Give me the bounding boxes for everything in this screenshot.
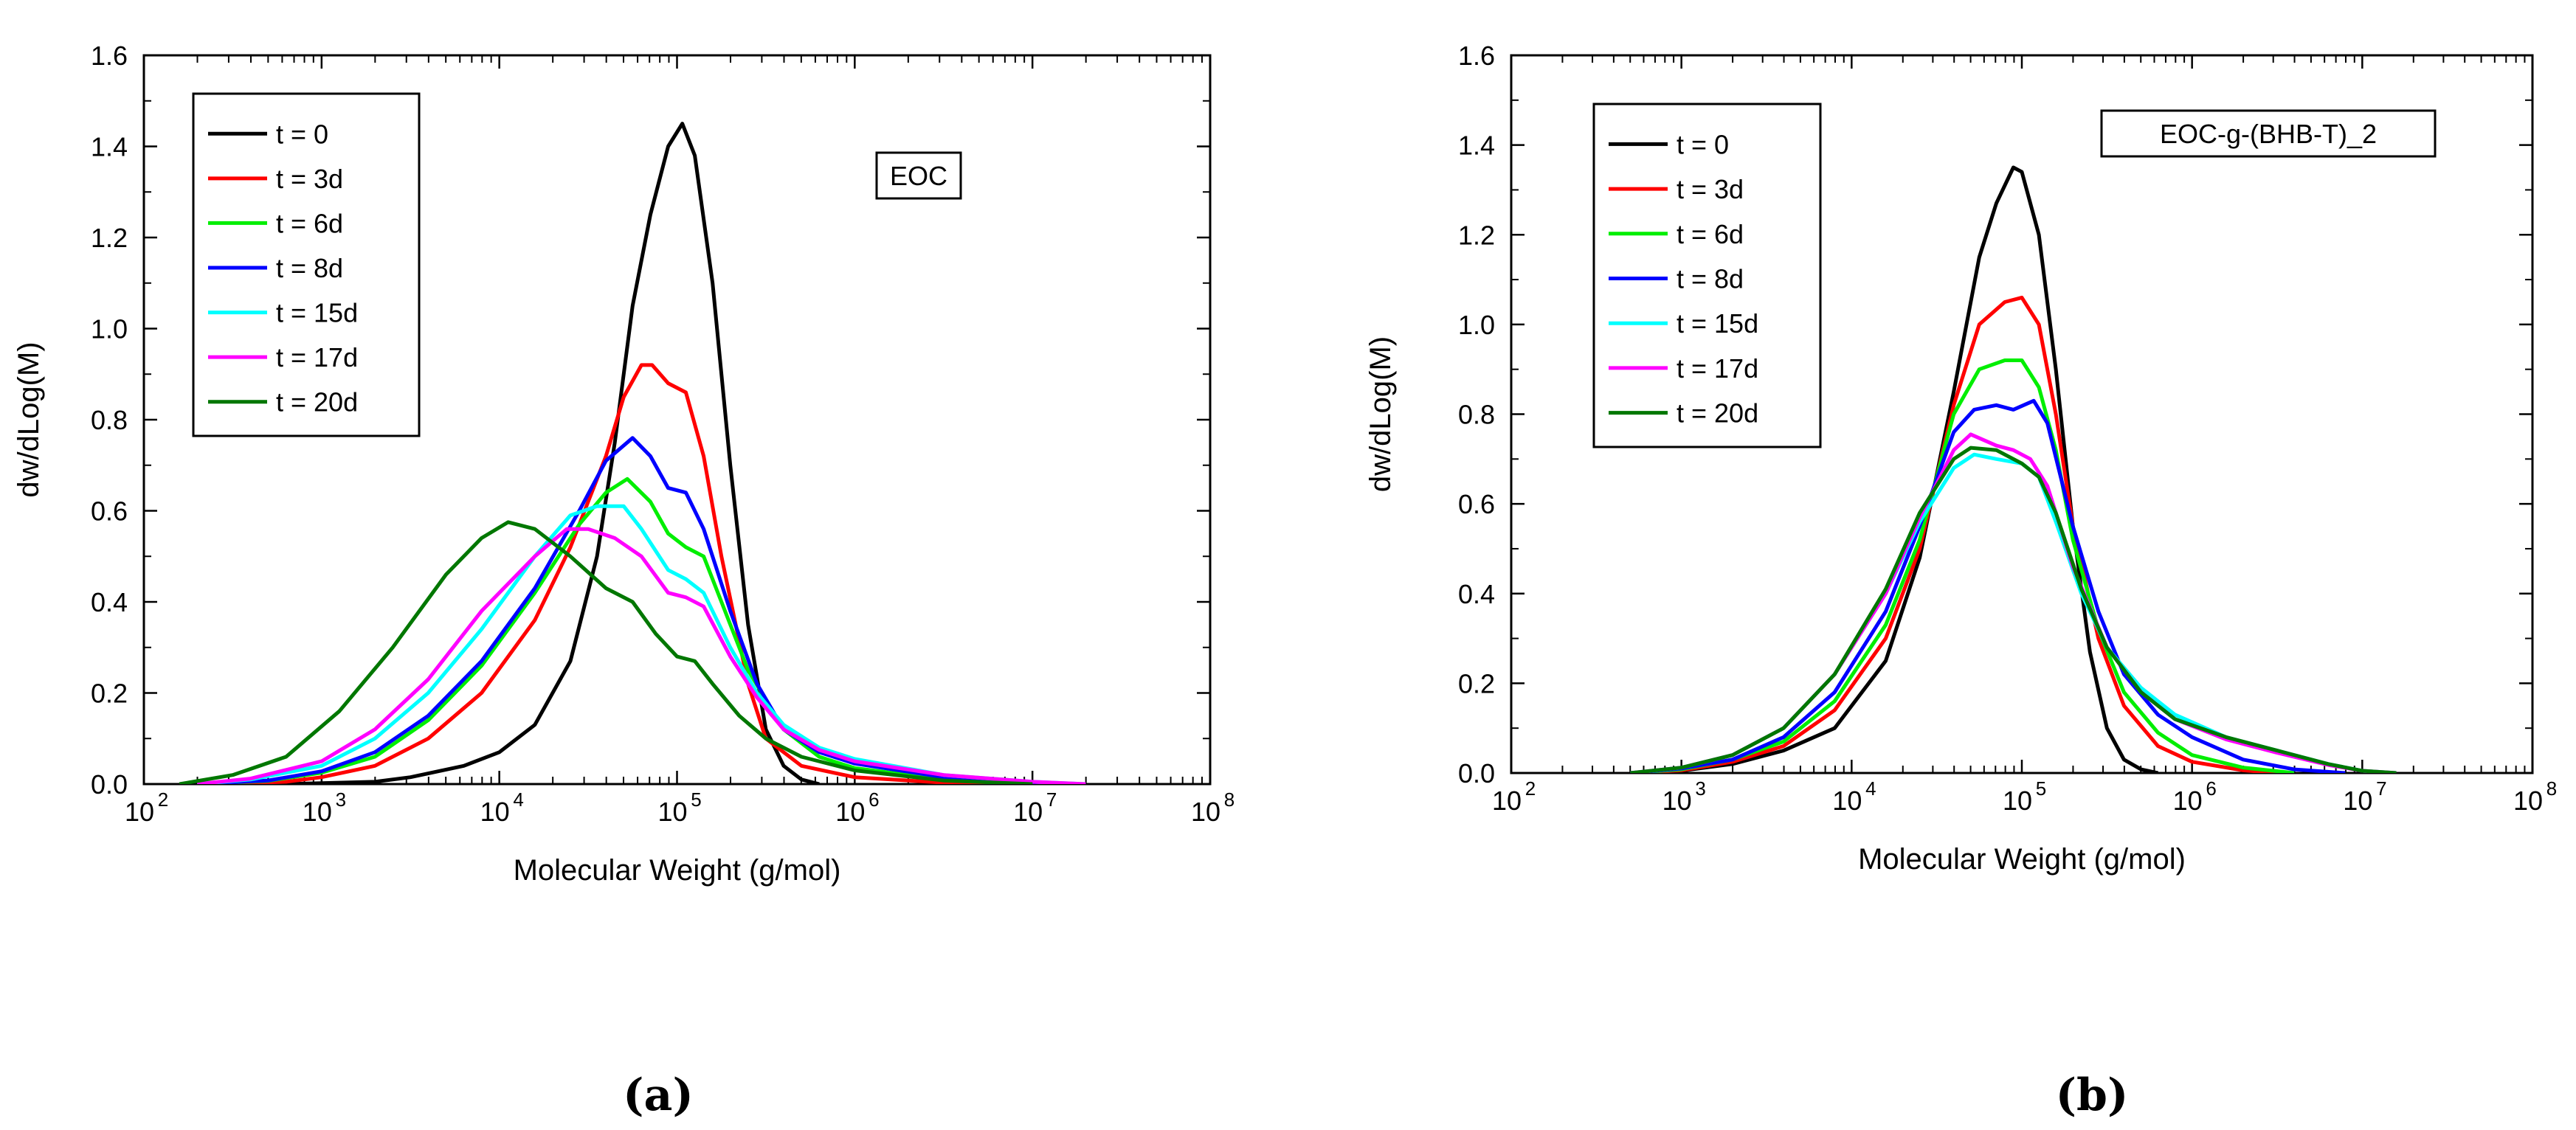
series-line [1630, 452, 2397, 773]
x-tick-exponent: 4 [1865, 777, 1876, 800]
x-tick-exponent: 8 [2546, 777, 2557, 800]
chart-panel-a: 10 2 10 3 10 4 10 5 10 6 10 7 10 80.00.20.40.60.81.01… [13, 41, 1235, 1121]
x-axis-title: Molecular Weight (g/mol) [514, 854, 841, 887]
annotation-label: EOC-g-(BHB-T)_2 [2160, 119, 2377, 149]
legend-entry: t = 0 [1677, 129, 1729, 159]
legend-entry: t = 6d [1677, 219, 1744, 249]
annotation-label: EOC [890, 161, 947, 191]
annotation-box [875, 151, 962, 200]
x-tick-exponent: 7 [2376, 777, 2386, 800]
x-tick-exponent: 2 [158, 788, 168, 811]
series-line [1647, 165, 2159, 773]
y-tick-label: 0.6 [91, 496, 128, 527]
y-tick-label: 0.8 [1458, 400, 1495, 430]
series-line [1630, 295, 2278, 773]
panel-label: (b) [2056, 1070, 2129, 1121]
y-tick-label: 1.4 [91, 132, 128, 162]
legend-entry: t = 20d [276, 387, 358, 417]
legend-entry: t = 17d [1677, 353, 1758, 384]
y-tick-label: 0.6 [1458, 489, 1495, 519]
x-tick-exponent: 8 [1224, 788, 1235, 811]
series-line [1630, 432, 2397, 773]
x-tick-label: 10 [657, 797, 687, 827]
series-line [1630, 398, 2346, 773]
x-tick-exponent: 7 [1046, 788, 1057, 811]
legend-entry: t = 20d [1677, 398, 1758, 429]
y-tick-label: 0.2 [1458, 668, 1495, 699]
legend-entry: t = 17d [276, 342, 358, 372]
y-tick-label: 0.0 [91, 769, 128, 800]
series-line [197, 436, 1068, 784]
x-tick-exponent: 6 [2206, 777, 2216, 800]
x-tick-exponent: 5 [691, 788, 701, 811]
y-tick-label: 0.0 [1458, 758, 1495, 788]
series-line [197, 476, 1068, 784]
series-line [196, 527, 1086, 784]
x-tick-label: 10 [1832, 786, 1862, 816]
legend-entry: t = 8d [276, 253, 343, 283]
x-tick-label: 10 [2343, 786, 2372, 816]
x-tick-exponent: 6 [869, 788, 879, 811]
y-tick-label: 0.8 [91, 405, 128, 435]
x-tick-exponent: 2 [1525, 777, 1536, 800]
x-tick-label: 10 [2513, 786, 2543, 816]
series-line [196, 504, 1086, 784]
y-tick-label: 1.2 [1458, 220, 1495, 250]
legend-entry: t = 3d [1677, 174, 1744, 204]
series-line [1630, 446, 2397, 773]
legend-entry: t = 15d [276, 298, 358, 328]
y-tick-label: 1.2 [91, 223, 128, 253]
y-tick-label: 1.6 [91, 41, 128, 71]
panel-label: (a) [623, 1070, 694, 1121]
x-tick-label: 10 [1492, 786, 1522, 816]
x-tick-exponent: 4 [513, 788, 523, 811]
series-line [179, 520, 1033, 784]
x-tick-exponent: 3 [336, 788, 346, 811]
y-tick-label: 1.0 [91, 314, 128, 344]
x-tick-label: 10 [835, 797, 865, 827]
series-line [1630, 358, 2295, 773]
y-tick-label: 1.6 [1458, 41, 1495, 71]
y-tick-label: 0.4 [91, 587, 128, 617]
legend-box [1592, 103, 1822, 448]
y-axis-title: dw/dLog(M) [13, 342, 45, 497]
x-tick-label: 10 [1013, 797, 1043, 827]
x-tick-exponent: 5 [2036, 777, 2046, 800]
legend-entry: t = 8d [1677, 264, 1744, 294]
x-tick-label: 10 [1191, 797, 1220, 827]
y-tick-label: 0.2 [91, 679, 128, 709]
y-tick-label: 1.0 [1458, 310, 1495, 340]
x-tick-label: 10 [1662, 786, 1692, 816]
x-tick-label: 10 [480, 797, 510, 827]
y-tick-label: 0.4 [1458, 579, 1495, 609]
annotation-box [2100, 109, 2437, 158]
y-axis-title: dw/dLog(M) [1364, 336, 1397, 492]
chart-panel-b: 10 2 10 3 10 4 10 5 10 6 10 7 10 80.00.20.40.60.81.01… [1364, 41, 2557, 1121]
legend-entry: t = 0 [276, 119, 328, 149]
x-tick-label: 10 [2003, 786, 2032, 816]
legend-entry: t = 6d [276, 208, 343, 238]
x-tick-label: 10 [125, 797, 154, 827]
x-tick-exponent: 3 [1695, 777, 1705, 800]
legend-entry: t = 3d [276, 164, 343, 194]
x-axis-title: Molecular Weight (g/mol) [1858, 843, 2186, 876]
x-tick-label: 10 [2173, 786, 2203, 816]
legend-box [192, 92, 421, 437]
y-tick-label: 1.4 [1458, 131, 1495, 161]
legend-entry: t = 15d [1677, 308, 1758, 339]
series-line [215, 363, 1033, 784]
x-tick-label: 10 [303, 797, 332, 827]
